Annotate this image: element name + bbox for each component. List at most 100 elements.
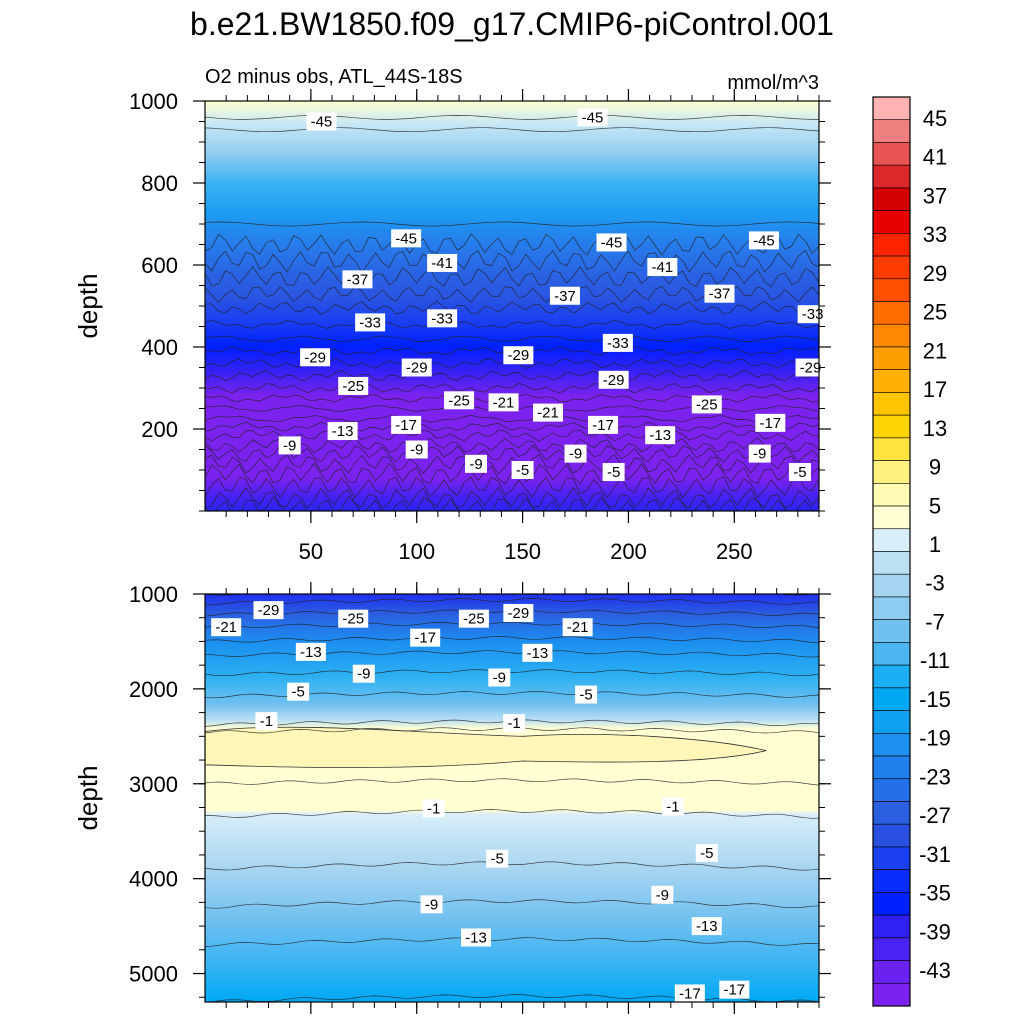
panel-units-label: mmol/m^3 (727, 72, 819, 94)
contour-line (205, 475, 819, 499)
contour-label-box (596, 233, 627, 252)
contour-label-text: -9 (656, 887, 669, 904)
colorbar-label: 21 (923, 338, 947, 363)
colorbar-label: -15 (919, 687, 951, 712)
contour-label-box (695, 844, 718, 863)
contour-line (205, 444, 819, 463)
contour-label: -33 (602, 333, 633, 352)
contour-label-box (577, 108, 608, 127)
contour-label: -5 (602, 463, 625, 482)
contour-label-text: -25 (342, 611, 364, 628)
contour-label-box (300, 348, 331, 367)
contour-label-text: -37 (709, 286, 731, 303)
colorbar-label: 37 (923, 183, 947, 208)
contour-label-text: -29 (258, 602, 280, 619)
contour-label-text: -5 (579, 687, 592, 704)
contour-line (205, 437, 819, 453)
colorbar-label: -39 (919, 919, 951, 944)
contour-label-box (461, 928, 492, 947)
contour-label-box (422, 799, 445, 818)
contour-line (205, 486, 819, 510)
contour-label-box (602, 333, 633, 352)
y-tick-label: 2000 (129, 677, 178, 702)
y-axis-label: depth (73, 765, 103, 830)
contour-label-box (522, 643, 553, 662)
contour-label-box (352, 664, 375, 683)
colorbar-swatch (872, 778, 911, 802)
colorbar-label: 45 (923, 106, 947, 131)
contour-label-box (691, 395, 722, 414)
contour-label-box (674, 984, 705, 1003)
contour-label-text: -25 (696, 396, 718, 413)
x-tick-label: 200 (610, 539, 647, 564)
contour-label-box (306, 112, 337, 131)
contour-label-text: -33 (359, 314, 381, 331)
contour-label-text: -5 (516, 462, 529, 479)
colorbar-swatch (872, 96, 911, 121)
contour-label: -5 (788, 463, 811, 482)
contour-label: -21 (488, 393, 519, 412)
contour-label-text: -21 (537, 405, 559, 422)
contour-label-text: -41 (431, 255, 453, 272)
contour-label: -17 (755, 413, 786, 432)
contour-label: -37 (342, 270, 373, 289)
colorbar-swatch (872, 732, 911, 757)
contour-label-text: -29 (508, 347, 530, 364)
contour-label-text: -17 (679, 985, 701, 1002)
contour-label: -25 (691, 395, 722, 414)
contour-label-box (444, 391, 475, 410)
colorbar-swatch (872, 323, 911, 348)
contour-label: -29 (253, 601, 284, 620)
y-tick-label: 400 (141, 335, 178, 360)
contour-label-box (427, 309, 458, 328)
contour-line (205, 453, 819, 475)
contour-label: -29 (300, 348, 331, 367)
colorbar-swatch (872, 596, 911, 620)
contour-label-text: -25 (448, 392, 470, 409)
colorbar-swatch (872, 278, 911, 302)
contour-label-box (575, 685, 598, 704)
contour-label: -33 (355, 313, 386, 332)
contour-label-text: -25 (342, 378, 364, 395)
contour-label: -9 (564, 444, 587, 463)
contour-label-box (661, 797, 684, 816)
contour-label-box (391, 229, 422, 248)
contour-label-box (338, 376, 369, 395)
colorbar-swatch (872, 937, 911, 961)
contour-label: -37 (549, 286, 580, 305)
contour-label-box (401, 358, 432, 377)
contour-label: -41 (647, 258, 678, 277)
contour-label-text: -13 (300, 644, 322, 661)
colorbar-swatch (872, 642, 911, 666)
contour-label-text: -13 (696, 918, 718, 935)
contour-label: -37 (704, 284, 735, 303)
colorbar-label: 41 (923, 145, 947, 170)
lower-panel: -29 -21 -25 -25 -29 -17 -21 -13 -13 -9 -9 -5 -5 -1 -1 -… (73, 582, 831, 1014)
colorbar-label: 13 (923, 416, 947, 441)
colorbar-label: -43 (919, 958, 951, 983)
colorbar-label: -19 (919, 726, 951, 751)
upper-panel: -9 -13 -9 -9 -5 -9 -5 -9 -5 -17 -17 -13 -25 -21 -21 -25… (73, 66, 831, 564)
colorbar-label: 9 (929, 455, 941, 480)
contour-label: -13 (461, 928, 492, 947)
contour-line (205, 415, 819, 423)
contour-label: -5 (486, 849, 509, 868)
contour-label-text: -45 (582, 109, 604, 126)
colorbar-swatch (872, 914, 911, 939)
x-tick-label: 250 (716, 539, 753, 564)
contour-label-box (355, 313, 386, 332)
contour-label-text: -45 (601, 234, 623, 251)
contour-label-box (532, 403, 563, 422)
contour-label-text: -17 (723, 982, 745, 999)
contour-label-box (342, 270, 373, 289)
contour-label-text: -1 (666, 799, 679, 816)
contour-label-box (327, 422, 358, 441)
contour-label-box (391, 415, 422, 434)
contour-label-text: -29 (406, 360, 428, 377)
contour-label-text: -29 (800, 360, 822, 377)
contour-label-box (598, 370, 629, 389)
contour-label-text: -5 (291, 684, 304, 701)
y-tick-label: 5000 (129, 962, 178, 987)
contour-line (205, 300, 819, 315)
